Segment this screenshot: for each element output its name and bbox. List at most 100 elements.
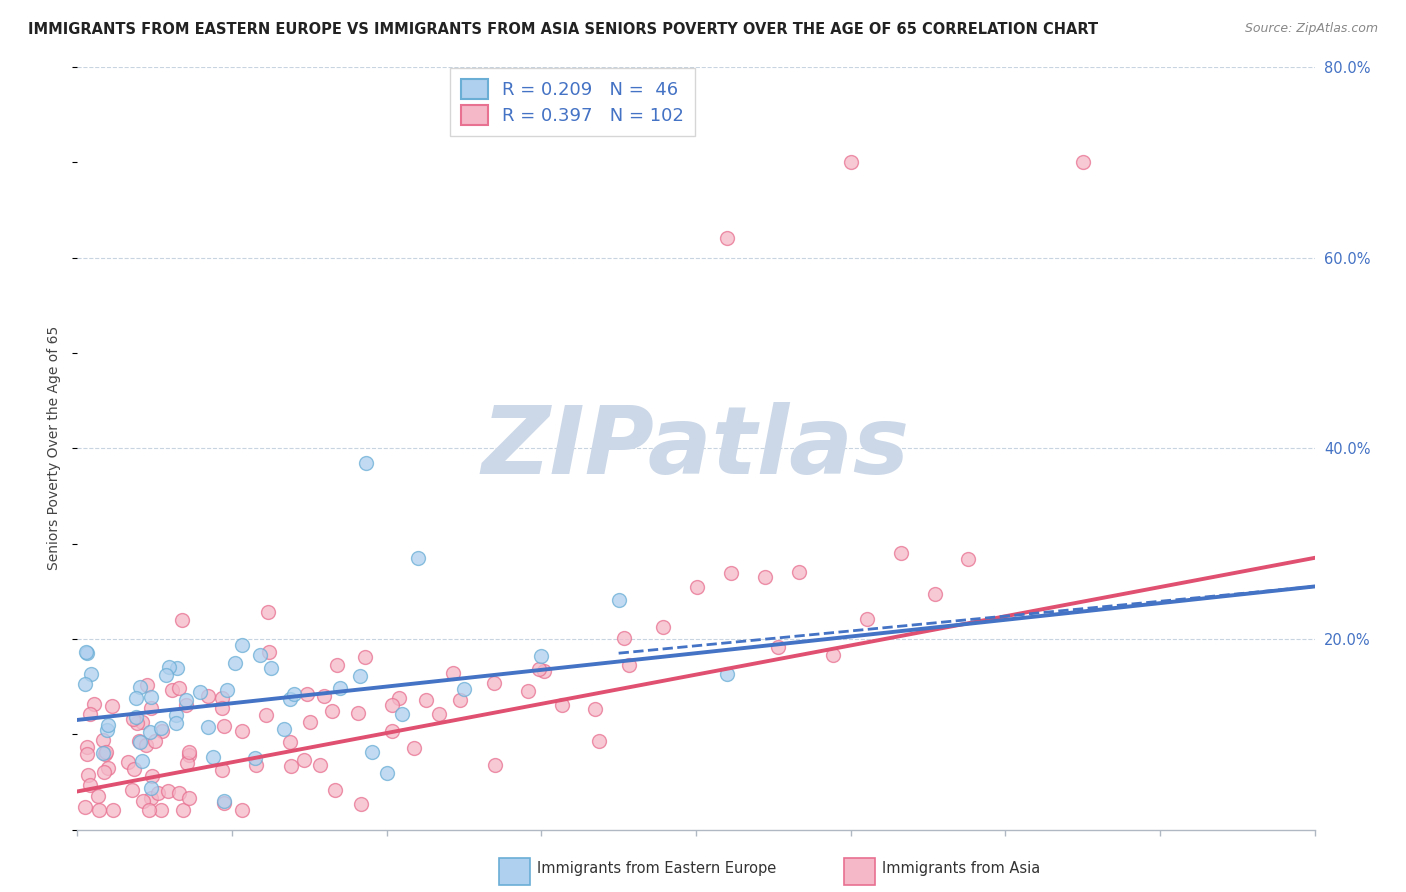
Point [686,581,709,595]
Point [139,690,162,705]
Point [427,706,450,721]
Point [924,587,946,601]
Point [652,620,675,634]
Point [103,804,125,818]
Point [75,677,96,691]
Point [128,734,150,748]
Point [174,693,197,707]
Point [125,691,148,706]
Point [314,690,336,704]
Point [406,550,429,565]
Point [156,784,179,798]
Point [402,741,425,756]
Point [150,804,173,818]
Point [588,734,610,748]
Point [122,762,145,776]
Point [716,667,738,681]
Point [188,684,211,698]
Point [619,657,641,672]
Point [257,605,280,619]
Point [349,669,371,683]
Point [89,804,111,818]
Point [530,648,553,663]
Point [165,707,187,722]
Point [87,789,110,803]
Text: ZIPatlas: ZIPatlas [482,402,910,494]
Point [231,723,253,738]
Point [172,804,194,818]
Point [97,717,120,731]
Point [273,722,295,736]
Point [150,723,173,738]
Point [329,681,352,696]
Point [325,783,347,797]
Point [278,692,301,706]
Point [855,612,877,626]
Point [821,648,844,662]
Point [295,688,318,702]
Point [391,706,413,721]
Point [139,725,162,739]
Point [212,797,235,811]
Text: Immigrants from Asia: Immigrants from Asia [882,861,1040,876]
Point [321,704,343,718]
Point [121,782,143,797]
Point [415,693,437,707]
Point [211,700,233,714]
Point [117,756,139,770]
Point [176,756,198,771]
Point [381,724,404,739]
Point [96,745,118,759]
Point [280,758,302,772]
Point [212,794,235,808]
Point [100,699,122,714]
Point [1071,155,1094,169]
Point [141,770,163,784]
Point [326,657,349,672]
Point [387,691,409,706]
Legend: R = 0.209   N =  46, R = 0.397   N = 102: R = 0.209 N = 46, R = 0.397 N = 102 [450,69,695,136]
Point [299,714,322,729]
Point [135,678,157,692]
Point [75,800,96,814]
Point [94,747,117,761]
Point [91,746,114,760]
Point [177,748,200,763]
Point [166,661,188,675]
Point [179,790,201,805]
Point [76,739,98,754]
Point [91,733,114,747]
Text: IMMIGRANTS FROM EASTERN EUROPE VS IMMIGRANTS FROM ASIA SENIORS POVERTY OVER THE : IMMIGRANTS FROM EASTERN EUROPE VS IMMIGR… [28,22,1098,37]
Point [211,764,233,778]
Point [257,645,280,659]
Point [381,698,404,712]
Point [482,676,505,690]
Point [80,667,103,681]
Point [890,546,912,560]
Point [354,650,377,665]
Point [283,686,305,700]
Point [612,631,634,645]
Point [607,592,630,607]
Point [138,804,160,818]
Point [167,681,190,695]
Point [292,753,315,767]
Point [139,780,162,795]
Point [77,768,100,782]
Point [139,791,162,805]
Point [79,778,101,792]
Point [96,723,118,738]
Point [957,552,980,566]
Point [197,720,219,734]
Point [716,231,738,245]
Point [79,707,101,722]
Point [76,646,98,660]
Point [197,689,219,703]
Point [129,680,152,694]
Point [766,640,789,655]
Point [224,657,246,671]
Point [93,765,115,780]
Point [375,765,398,780]
Point [484,757,506,772]
Point [83,697,105,711]
